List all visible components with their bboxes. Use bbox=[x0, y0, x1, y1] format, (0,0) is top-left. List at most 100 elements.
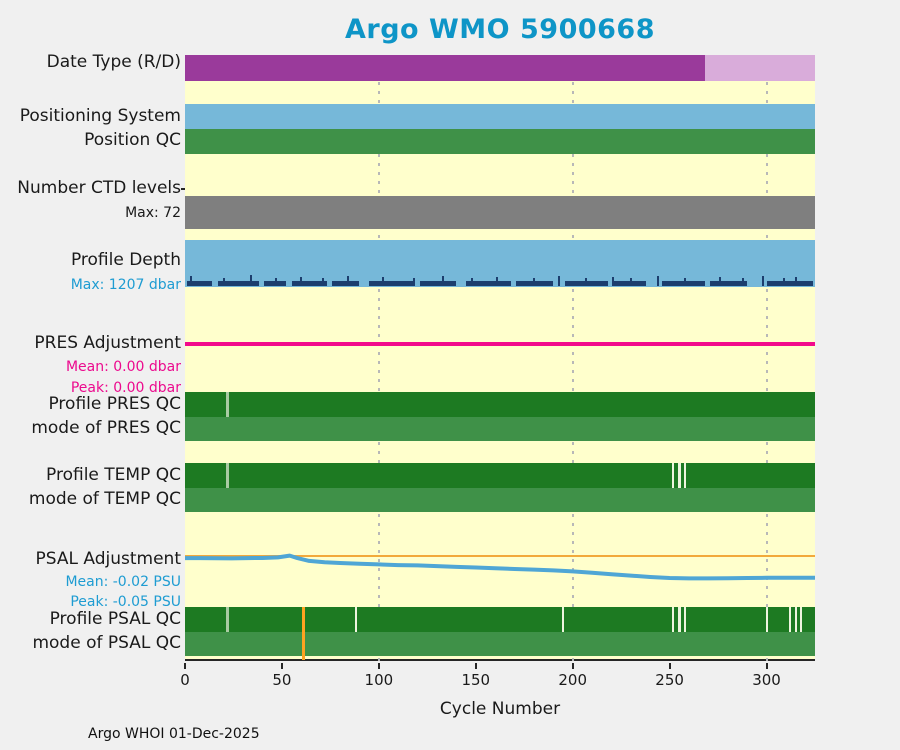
row-label: Positioning System bbox=[19, 106, 181, 126]
gridline bbox=[765, 55, 768, 661]
row-label: Mean: -0.02 PSU bbox=[65, 574, 181, 590]
qc-gap-mark bbox=[677, 463, 681, 488]
row-label: Profile PSAL QC bbox=[49, 609, 181, 629]
profile-psal-qc-bar-segment bbox=[185, 607, 815, 632]
chart-title: Argo WMO 5900668 bbox=[345, 14, 655, 45]
depth-mark-tick bbox=[612, 277, 615, 286]
qc-gap-mark bbox=[354, 607, 357, 632]
depth-mark-dash bbox=[710, 281, 748, 286]
date-type-bar-segment bbox=[704, 55, 815, 81]
x-tick-label: 50 bbox=[272, 671, 292, 689]
qc-gap-mark bbox=[677, 607, 681, 632]
depth-mark-tick bbox=[558, 276, 561, 286]
row-label: Max: 1207 dbar bbox=[70, 277, 181, 293]
x-tick-label: 0 bbox=[180, 671, 190, 689]
depth-mark-tick bbox=[585, 278, 588, 286]
depth-mark-tick bbox=[381, 277, 384, 286]
profile-pres-qc-bar-segment bbox=[185, 392, 815, 417]
profile-depth-bar-segment bbox=[185, 240, 815, 287]
row-label: Number CTD levels bbox=[17, 178, 181, 198]
depth-mark-tick bbox=[300, 277, 303, 286]
depth-mark-tick bbox=[189, 276, 192, 286]
x-tick bbox=[571, 663, 574, 669]
row-label: Date Type (R/D) bbox=[46, 52, 181, 72]
depth-mark-tick bbox=[794, 277, 797, 286]
depth-mark-dash bbox=[332, 281, 360, 286]
qc-gap-mark bbox=[765, 607, 768, 632]
x-tick bbox=[377, 663, 380, 669]
row-profile-psal-qc bbox=[185, 607, 815, 632]
row-position-qc bbox=[185, 129, 815, 154]
row-profile-temp-qc bbox=[185, 463, 815, 488]
x-tick bbox=[765, 663, 768, 669]
row-psal-adjustment bbox=[185, 535, 815, 595]
depth-mark-tick bbox=[441, 276, 444, 286]
row-label: mode of TEMP QC bbox=[28, 489, 181, 509]
row-label: mode of PRES QC bbox=[31, 418, 181, 438]
row-pres-adjustment bbox=[185, 342, 815, 346]
qc-gap-mark bbox=[672, 463, 675, 488]
row-profile-depth bbox=[185, 240, 815, 287]
depth-mark-tick bbox=[496, 277, 499, 286]
row-label: Profile TEMP QC bbox=[46, 465, 181, 485]
depth-mark-tick bbox=[656, 276, 659, 286]
row-date-type bbox=[185, 55, 815, 81]
psal-adjustment-series bbox=[185, 553, 815, 581]
depth-mark-dash bbox=[369, 281, 414, 286]
depth-mark-dash bbox=[291, 281, 327, 286]
x-tick-label: 100 bbox=[364, 671, 394, 689]
positioning-system-bar-segment bbox=[185, 104, 815, 129]
row-label: Profile Depth bbox=[70, 250, 181, 270]
depth-mark-tick bbox=[346, 276, 349, 286]
y-tick bbox=[181, 188, 188, 190]
row-label: Profile PRES QC bbox=[48, 394, 181, 414]
qc-gap-mark bbox=[794, 607, 797, 632]
qc-gap-mark bbox=[226, 463, 230, 488]
x-tick bbox=[474, 663, 477, 669]
row-label: PSAL Adjustment bbox=[35, 549, 181, 569]
depth-mark-tick bbox=[782, 278, 785, 286]
x-axis-label: Cycle Number bbox=[439, 699, 561, 719]
qc-gap-mark bbox=[226, 392, 230, 417]
row-label: Mean: 0.00 dbar bbox=[65, 359, 181, 375]
row-mode-psal-qc bbox=[185, 632, 815, 656]
x-tick bbox=[280, 663, 283, 669]
x-tick bbox=[668, 663, 671, 669]
qc-gap-mark bbox=[562, 607, 564, 632]
depth-mark-tick bbox=[321, 278, 324, 286]
depth-mark-dash bbox=[766, 281, 814, 286]
attribution: Argo WHOI 01-Dec-2025 bbox=[88, 726, 260, 742]
x-tick bbox=[184, 663, 186, 669]
qc-gap-mark bbox=[788, 607, 791, 632]
depth-mark-tick bbox=[222, 278, 225, 286]
mode-pres-qc-bar-segment bbox=[185, 417, 815, 441]
x-tick-label: 250 bbox=[655, 671, 684, 689]
gridline bbox=[377, 55, 380, 661]
plot-area bbox=[185, 55, 815, 661]
depth-mark-tick bbox=[470, 278, 473, 286]
row-profile-pres-qc bbox=[185, 392, 815, 417]
x-tick-label: 300 bbox=[752, 671, 781, 689]
profile-temp-qc-bar-segment bbox=[185, 463, 815, 488]
depth-mark-dash bbox=[419, 281, 457, 286]
depth-mark-tick bbox=[761, 276, 764, 286]
psal-adjustment-line-plot bbox=[185, 553, 815, 581]
x-tick-label: 150 bbox=[461, 671, 491, 689]
x-tick-label: 200 bbox=[558, 671, 588, 689]
row-positioning-system bbox=[185, 104, 815, 129]
depth-mark-tick bbox=[532, 278, 535, 286]
row-ctd-levels bbox=[185, 196, 815, 229]
mode-psal-qc-bar-segment bbox=[185, 632, 815, 656]
qc-gap-mark bbox=[684, 607, 687, 632]
pres-adjustment-bar-segment bbox=[185, 342, 815, 346]
qc-gap-mark bbox=[684, 463, 687, 488]
ctd-levels-bar-segment bbox=[185, 196, 815, 229]
qc-gap-mark bbox=[672, 607, 675, 632]
date-type-bar-segment bbox=[185, 55, 705, 81]
depth-mark-tick bbox=[629, 278, 632, 286]
qc-gap-mark bbox=[226, 607, 230, 632]
row-label: Peak: 0.00 dbar bbox=[70, 380, 181, 396]
depth-mark-dash bbox=[217, 281, 259, 286]
depth-mark-tick bbox=[412, 278, 415, 286]
